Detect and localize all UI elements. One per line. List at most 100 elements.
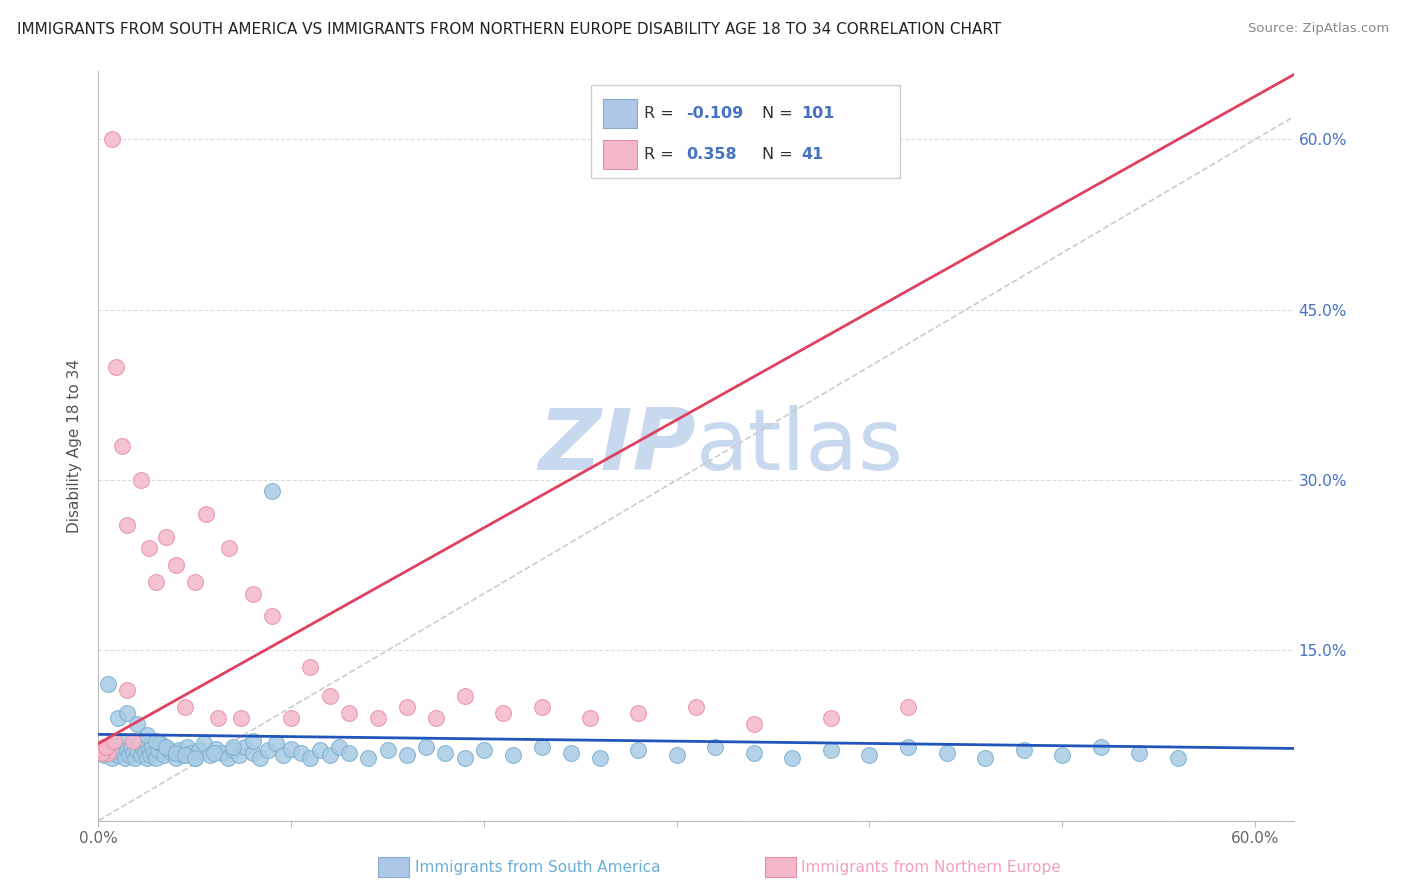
Text: Immigrants from Northern Europe: Immigrants from Northern Europe [801, 860, 1062, 874]
Point [217, 751, 239, 765]
Point [434, 746, 457, 760]
Point [141, 739, 163, 754]
Point [280, 742, 302, 756]
Point [128, 736, 150, 750]
Point [1012, 743, 1035, 757]
Text: Source: ZipAtlas.com: Source: ZipAtlas.com [1249, 22, 1389, 36]
Point [145, 751, 167, 765]
Point [319, 689, 342, 703]
Text: 101: 101 [801, 106, 835, 120]
Point [319, 747, 342, 762]
Point [160, 746, 183, 760]
Point [122, 746, 145, 760]
Point [187, 743, 209, 757]
Point [174, 747, 197, 762]
Point [1050, 747, 1073, 762]
Point [172, 747, 194, 762]
Point [704, 739, 727, 754]
Point [132, 742, 155, 756]
Point [169, 743, 191, 757]
Point [249, 751, 271, 765]
Point [207, 711, 229, 725]
Point [97, 677, 120, 691]
Point [184, 751, 207, 765]
Point [290, 746, 312, 760]
Point [107, 711, 129, 725]
Point [120, 739, 142, 754]
Point [93, 739, 115, 754]
Point [117, 683, 139, 698]
Point [337, 706, 360, 720]
Point [260, 484, 283, 499]
Point [1128, 746, 1150, 760]
Point [935, 746, 957, 760]
Point [176, 739, 198, 754]
Text: R =: R = [644, 106, 679, 120]
Point [377, 743, 399, 757]
Point [104, 359, 127, 374]
Point [742, 746, 765, 760]
Point [117, 743, 139, 757]
Point [502, 747, 524, 762]
Point [337, 746, 360, 760]
Point [242, 746, 264, 760]
Point [122, 734, 145, 748]
Point [117, 518, 139, 533]
Point [153, 747, 176, 762]
Point [125, 743, 148, 757]
Point [108, 739, 131, 754]
Point [260, 609, 283, 624]
Point [129, 473, 152, 487]
Point [309, 743, 332, 757]
Point [218, 541, 240, 556]
Point [195, 507, 218, 521]
Point [134, 746, 156, 760]
Point [174, 700, 197, 714]
Point [138, 743, 160, 757]
Point [242, 586, 264, 600]
Point [184, 575, 207, 590]
Point [149, 736, 172, 750]
Point [685, 700, 707, 714]
Point [257, 743, 280, 757]
Point [98, 746, 121, 760]
Point [145, 575, 167, 590]
Point [165, 751, 187, 765]
Point [129, 747, 152, 762]
Point [453, 689, 475, 703]
Point [579, 711, 602, 725]
Point [97, 742, 120, 756]
Point [184, 751, 207, 765]
Point [897, 700, 920, 714]
Point [782, 751, 804, 765]
Point [91, 746, 114, 760]
Point [229, 711, 252, 725]
Point [264, 736, 287, 750]
Point [110, 439, 132, 453]
Point [665, 747, 688, 762]
Point [103, 743, 125, 757]
Point [101, 751, 124, 765]
Point [280, 711, 302, 725]
Point [138, 541, 160, 556]
Point [395, 747, 418, 762]
Point [125, 717, 148, 731]
Text: 0.358: 0.358 [686, 147, 737, 161]
Point [143, 746, 166, 760]
Point [202, 746, 225, 760]
Point [200, 747, 222, 762]
Point [242, 734, 264, 748]
Point [97, 746, 120, 760]
Point [742, 717, 765, 731]
Point [94, 739, 117, 754]
Point [1090, 739, 1112, 754]
Text: R =: R = [644, 147, 679, 161]
Point [145, 734, 167, 748]
Point [299, 660, 322, 674]
Point [222, 743, 245, 757]
Point [233, 739, 256, 754]
Point [165, 558, 187, 573]
Point [820, 743, 842, 757]
Point [155, 739, 177, 754]
Text: Immigrants from South America: Immigrants from South America [415, 860, 661, 874]
